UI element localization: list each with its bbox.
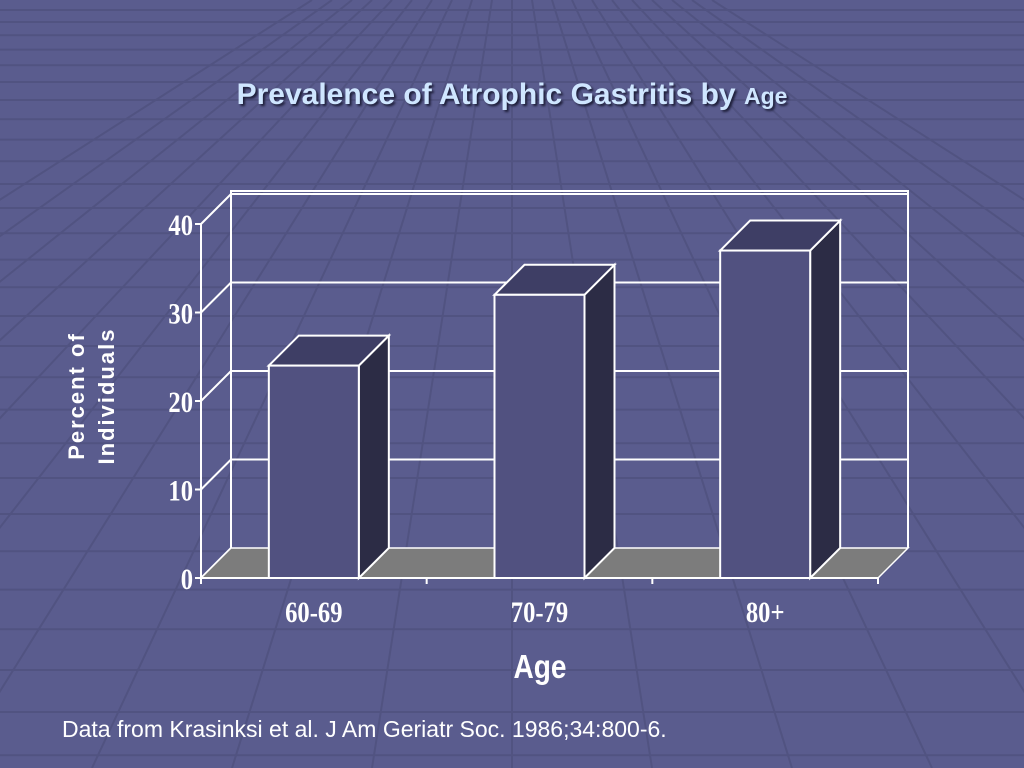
background-line [551, 0, 793, 768]
bar-front [493, 293, 586, 579]
x-axis-label: Age [513, 648, 567, 685]
y-tick-label: 10 [168, 474, 193, 507]
gridline [200, 281, 908, 314]
background-line [651, 0, 1024, 342]
title-tail-text: Age [743, 83, 788, 109]
background-line [0, 0, 313, 201]
y-axis-label-line-2: Individuals [94, 327, 119, 465]
x-tick-label: 70-79 [511, 596, 568, 629]
background-line [631, 0, 1024, 420]
x-tick-label: 60-69 [285, 596, 342, 629]
y-tick-label: 30 [168, 297, 193, 330]
y-axis-label-line-1: Percent of [64, 332, 89, 460]
background-line [611, 0, 1024, 529]
bar-front [267, 364, 360, 579]
background-line [0, 0, 433, 694]
background-line [0, 0, 353, 283]
y-tick-label: 0 [181, 563, 193, 596]
slide-title: Prevalence of Atrophic Gastritis by Age [0, 78, 1024, 112]
y-axis-label: Percent of Individuals [62, 266, 122, 526]
gridline [200, 193, 908, 225]
background-line [691, 0, 1024, 238]
bar-80+ [717, 218, 843, 581]
background-line [671, 0, 1024, 283]
bar-60-69 [266, 333, 392, 581]
background-line [0, 0, 413, 529]
x-tick-label: 80+ [746, 596, 785, 629]
background-line [711, 0, 1024, 201]
background-line [0, 0, 373, 342]
bar-side [357, 333, 390, 581]
y-tick-label: 40 [168, 209, 193, 242]
citation-footer: Data from Krasinksi et al. J Am Geriatr … [62, 716, 667, 742]
background-line [371, 0, 493, 768]
bar-front [719, 249, 812, 580]
background-line [0, 0, 333, 238]
gridline [200, 370, 908, 402]
bar-side [809, 218, 842, 581]
bar-70-79 [492, 262, 617, 581]
background-line [0, 0, 393, 420]
title-main-text: Prevalence of Atrophic Gastritis by [236, 78, 736, 111]
gridline [200, 458, 908, 491]
y-tick-label: 20 [168, 386, 193, 419]
bar-side [583, 262, 616, 581]
